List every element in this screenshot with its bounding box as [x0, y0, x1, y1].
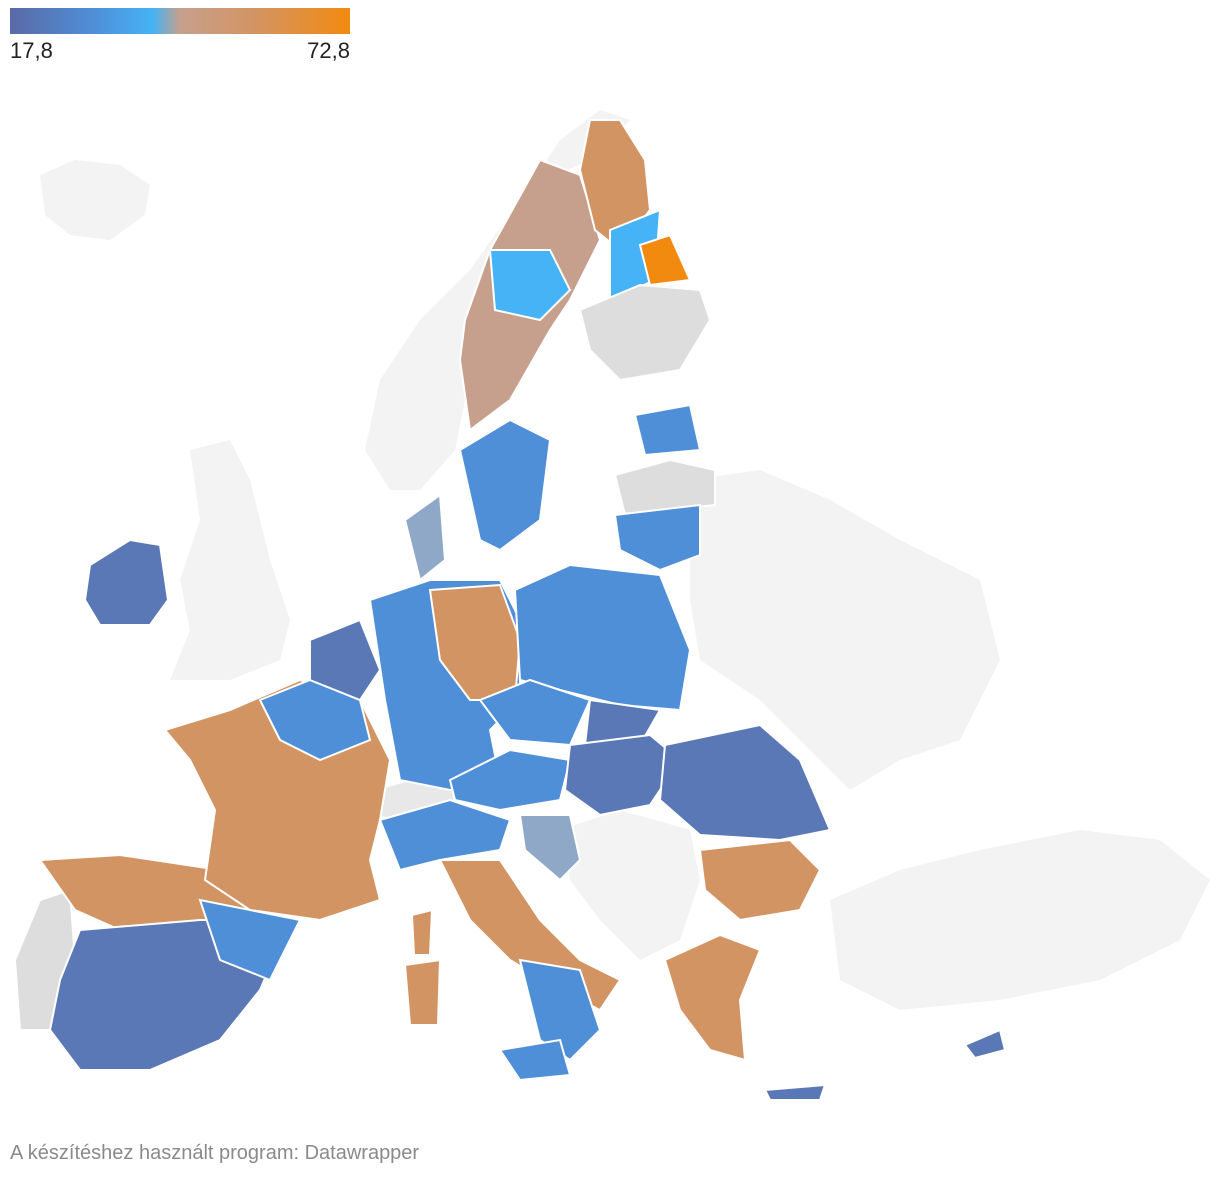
credit-footer: A készítéshez használt program: Datawrap…: [10, 1142, 420, 1164]
region-greece: [663, 933, 762, 1062]
great-britain-shape: [170, 440, 290, 680]
region-sicily: [498, 1038, 572, 1082]
region-cyprus: [963, 1028, 1007, 1060]
region-croatia: [518, 814, 582, 882]
legend-max-label: 72,8: [307, 38, 350, 63]
choropleth-map[interactable]: [0, 80, 1220, 1120]
region-sweden-south: [458, 418, 552, 552]
region-romania: [658, 723, 832, 842]
region-austria: [448, 748, 572, 812]
region-lithuania: [613, 503, 701, 572]
background-land: [40, 110, 1210, 1010]
region-finland-east: [638, 233, 692, 287]
region-sardinia: [403, 958, 442, 1026]
region-corsica: [410, 908, 434, 956]
region-ireland: [83, 538, 170, 626]
region-sweden-mid: [488, 249, 572, 322]
region-hungary: [563, 733, 682, 817]
russia-ukraine-shape: [690, 470, 1000, 790]
region-latvia: [613, 458, 716, 517]
region-crete: [763, 1083, 827, 1101]
balkans-shape: [560, 810, 700, 960]
region-czechia: [478, 678, 592, 747]
region-bulgaria: [698, 838, 822, 922]
region-italy-south: [518, 958, 602, 1062]
color-legend: 17,8 72,8: [10, 8, 350, 64]
legend-labels: 17,8 72,8: [10, 38, 350, 64]
region-finland-south: [578, 283, 712, 382]
eu-regions: [13, 119, 1007, 1101]
region-estonia: [633, 403, 702, 457]
region-benelux: [309, 618, 382, 702]
region-italy-north: [378, 798, 512, 872]
legend-gradient-bar: [10, 8, 350, 34]
norway-shape: [365, 110, 630, 490]
turkey-shape: [830, 830, 1210, 1010]
legend-min-label: 17,8: [10, 38, 53, 63]
iceland-shape: [40, 160, 150, 240]
region-denmark: [403, 493, 447, 582]
